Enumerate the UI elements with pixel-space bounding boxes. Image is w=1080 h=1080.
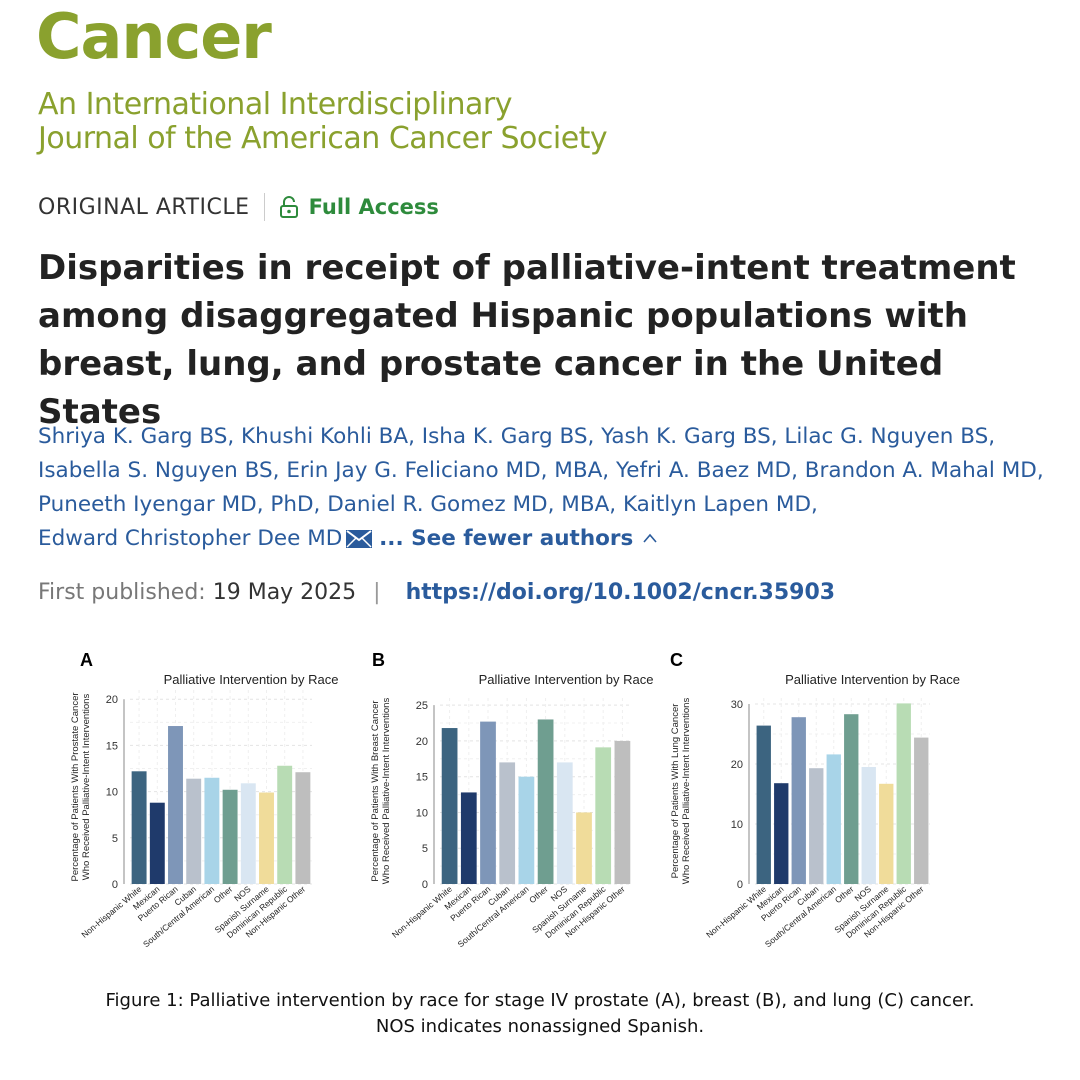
panel-letter: C <box>670 650 683 670</box>
bar <box>614 740 631 884</box>
envelope-icon[interactable] <box>346 530 373 548</box>
bar <box>537 719 554 884</box>
author-name[interactable]: Edward Christopher Dee MD <box>38 526 343 551</box>
author-line[interactable]: Puneeth Iyengar MD, PhD, Daniel R. Gomez… <box>38 492 818 517</box>
bar <box>576 812 592 884</box>
article-title: Disparities in receipt of palliative-int… <box>38 248 1016 432</box>
chart-title: Palliative Intervention by Race <box>479 672 654 687</box>
bar <box>222 789 238 884</box>
bar <box>518 776 535 884</box>
bar <box>879 783 894 884</box>
chart-panel-b: B Palliative Intervention by Race Percenta… <box>370 650 653 949</box>
y-tick-label: 10 <box>731 819 743 831</box>
y-tick-label: 15 <box>106 740 118 752</box>
caption-line1: Figure 1: Palliative intervention by rac… <box>105 990 975 1011</box>
chart-panel-c: C Palliative Intervention by Race Percenta… <box>670 650 960 949</box>
bar <box>240 783 256 884</box>
caption-line2: NOS indicates nonassigned Spanish. <box>375 1016 705 1037</box>
author-list: Shriya K. Garg BS, Khushi Kohli BA, Isha… <box>38 420 1068 556</box>
access-label: Full Access <box>308 195 439 219</box>
figure-1: A Palliative Intervention by Race Percenta… <box>0 640 1080 980</box>
y-tick-label: 0 <box>112 879 118 891</box>
article-meta: ORIGINAL ARTICLE Full Access <box>38 192 439 222</box>
author-line[interactable]: Isabella S. Nguyen BS, Erin Jay G. Felic… <box>38 458 1044 483</box>
x-tick-label: Non-Hispanic White <box>79 884 143 940</box>
bar <box>556 762 573 884</box>
published-label: First published: <box>38 580 206 605</box>
article-type: ORIGINAL ARTICLE <box>38 194 250 220</box>
meta-divider <box>263 193 265 221</box>
doi-link[interactable]: https://doi.org/10.1002/cncr.35903 <box>405 580 836 605</box>
bar <box>131 771 147 884</box>
y-tick-label: 5 <box>112 833 118 845</box>
y-tick-label: 0 <box>737 879 743 891</box>
y-tick-label: 10 <box>416 807 428 819</box>
bar <box>186 778 202 884</box>
y-tick-label: 5 <box>422 843 428 855</box>
bar <box>460 792 477 884</box>
bar <box>896 703 911 884</box>
see-fewer-authors-link[interactable]: ... See fewer authors <box>379 526 634 551</box>
y-tick-label: 10 <box>106 787 118 799</box>
author-line-last: Edward Christopher Dee MD ... See fewer … <box>38 522 1068 556</box>
y-tick-label: 20 <box>416 736 428 748</box>
chart-panel-a: A Palliative Intervention by Race Percenta… <box>70 650 338 949</box>
x-tick-label: Other <box>527 884 550 905</box>
y-tick-label: 20 <box>731 759 743 771</box>
y-tick-label: 20 <box>106 694 118 706</box>
bar <box>774 783 789 884</box>
y-axis-label: Percentage of Patients With Lung Cancer <box>670 704 681 879</box>
y-axis-label: Who Received Palliative-Intent Intervent… <box>81 694 92 881</box>
bar <box>277 765 293 884</box>
bar <box>149 802 165 884</box>
journal-subtitle-line1: An International Interdisciplinary <box>38 87 513 122</box>
bar <box>480 721 496 884</box>
y-tick-label: 15 <box>416 772 428 784</box>
panel-letter: B <box>372 650 385 670</box>
bar <box>844 714 859 884</box>
panel-letter: A <box>80 650 93 670</box>
y-tick-label: 25 <box>416 700 428 712</box>
author-line[interactable]: Shriya K. Garg BS, Khushi Kohli BA, Isha… <box>38 424 996 449</box>
bar <box>499 762 516 884</box>
figure-caption: Figure 1: Palliative intervention by rac… <box>0 988 1080 1040</box>
figure-chart-panels: A Palliative Intervention by Race Percenta… <box>70 650 960 949</box>
bar <box>861 767 876 884</box>
bar <box>441 728 458 884</box>
x-tick-label: Other <box>212 884 235 905</box>
y-tick-label: 0 <box>422 879 428 891</box>
separator: | <box>373 580 381 605</box>
bar <box>595 747 612 884</box>
chart-title: Palliative Intervention by Race <box>164 672 339 687</box>
y-axis-label: Who Received Palliative-Intent Intervent… <box>381 698 392 885</box>
bar <box>756 725 771 884</box>
bar <box>168 726 183 884</box>
chart-title: Palliative Intervention by Race <box>785 672 960 687</box>
bar <box>914 737 929 884</box>
x-tick-label: Other <box>833 884 856 905</box>
journal-subtitle: An International Interdisciplinary Journ… <box>38 87 608 156</box>
x-tick-label: Non-Hispanic White <box>390 884 454 940</box>
bar <box>809 768 824 884</box>
journal-subtitle-line2: Journal of the American Cancer Society <box>38 121 608 156</box>
y-axis-label: Percentage of Patients With Breast Cance… <box>370 700 381 881</box>
published-date: 19 May 2025 <box>212 580 357 605</box>
bar <box>791 717 806 884</box>
bar <box>826 754 841 884</box>
unlock-icon <box>279 196 298 218</box>
publication-info: First published: 19 May 2025 | https://d… <box>38 580 835 605</box>
chevron-up-icon[interactable] <box>643 533 657 543</box>
bar <box>259 792 274 884</box>
bar <box>204 777 220 884</box>
y-axis-label: Percentage of Patients With Prostate Can… <box>70 692 81 881</box>
bar <box>295 772 311 884</box>
x-tick-label: Non-Hispanic White <box>704 884 768 940</box>
y-tick-label: 30 <box>731 699 743 711</box>
y-axis-label: Who Received Palliative-Intent Intervent… <box>681 698 692 885</box>
journal-name: Cancer <box>36 0 272 73</box>
